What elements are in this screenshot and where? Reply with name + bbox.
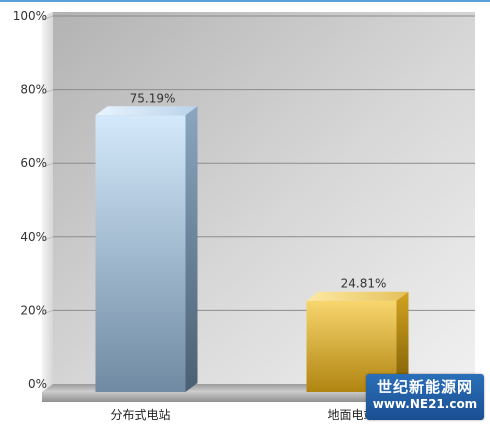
gridline-wall <box>41 236 54 242</box>
watermark-logo: 世纪新能源网 www.NE21.com <box>366 374 484 420</box>
watermark-url: www.NE21.com <box>372 397 478 411</box>
bar-top <box>95 106 198 116</box>
bar-front <box>95 115 186 393</box>
bar-side <box>396 291 409 392</box>
y-tick-label: 40% <box>20 230 47 244</box>
x-category-label: 分布式电站 <box>110 408 170 422</box>
y-tick-label: 60% <box>20 156 47 170</box>
data-label: 75.19% <box>130 91 176 105</box>
top-accent-line <box>0 0 490 2</box>
data-labels: 75.19% 24.81% <box>130 91 387 290</box>
y-tick-label: 0% <box>28 377 47 391</box>
bar-0 <box>95 106 198 393</box>
bar-side <box>185 106 198 393</box>
y-tick-label: 20% <box>20 303 47 317</box>
y-tick-label: 100% <box>13 9 47 23</box>
data-label: 24.81% <box>341 277 387 291</box>
bar-top <box>306 291 409 301</box>
x-category-label: 地面电站 <box>327 408 375 422</box>
watermark-text: 世纪新能源网 <box>376 378 473 396</box>
y-tick-label: 80% <box>20 83 47 97</box>
gridline-wall <box>41 162 54 168</box>
y-axis: 0% 20% 40% 60% 80% 100% <box>13 9 47 391</box>
gridline-wall <box>41 15 54 21</box>
plot-left-wall <box>42 12 53 398</box>
bars <box>95 106 409 393</box>
gridline-wall <box>41 89 54 95</box>
plot-floor-front <box>42 392 466 402</box>
x-axis: 分布式电站 地面电站 <box>110 408 375 422</box>
gridline-wall <box>41 309 54 315</box>
